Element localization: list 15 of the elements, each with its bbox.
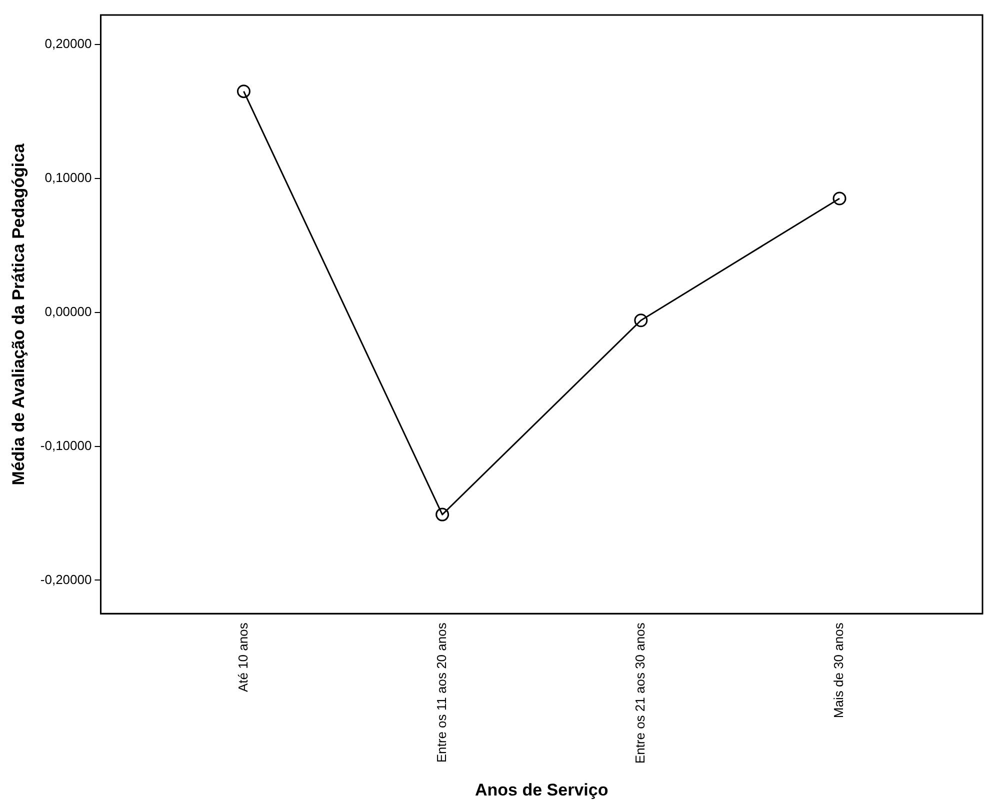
point (832, 192, 846, 206)
x-axis-title: Anos de Serviço (475, 780, 608, 800)
x-tick-label: Entre os 21 aos 30 anos (632, 622, 648, 764)
x-tick-label: Entre os 11 aos 20 anos (434, 622, 449, 763)
point (436, 508, 450, 522)
point (634, 314, 648, 328)
y-axis-title: Média de Avaliação da Prática Pedagógica (8, 142, 28, 486)
point (236, 84, 250, 98)
y-tick-label: -0,10000 (40, 438, 92, 453)
x-tick-label: Mais de 30 anos (831, 622, 846, 718)
y-tick-label: -0,20000 (40, 572, 92, 587)
y-tick-label: 0,00000 (44, 304, 92, 319)
y-tick-label: 0,20000 (44, 36, 92, 52)
x-tick-label: Até 10 anos (235, 622, 250, 692)
y-tick-label: 0,10000 (44, 170, 92, 185)
